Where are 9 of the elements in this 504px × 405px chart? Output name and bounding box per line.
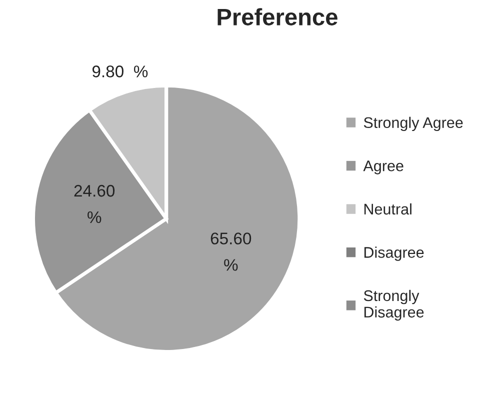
data-label: 65.60 %: [210, 232, 252, 271]
legend-label: Agree: [363, 160, 404, 174]
legend-label: Neutral: [364, 203, 412, 215]
legend-label: Strongly Disagree: [364, 290, 424, 321]
data-label: 24.60 %: [74, 184, 115, 224]
chart-title: Preference: [218, 8, 338, 26]
legend-label: Strongly Agree: [364, 116, 463, 132]
data-label: 9.80 %: [92, 66, 148, 78]
legend-label: Disagree: [364, 246, 424, 261]
